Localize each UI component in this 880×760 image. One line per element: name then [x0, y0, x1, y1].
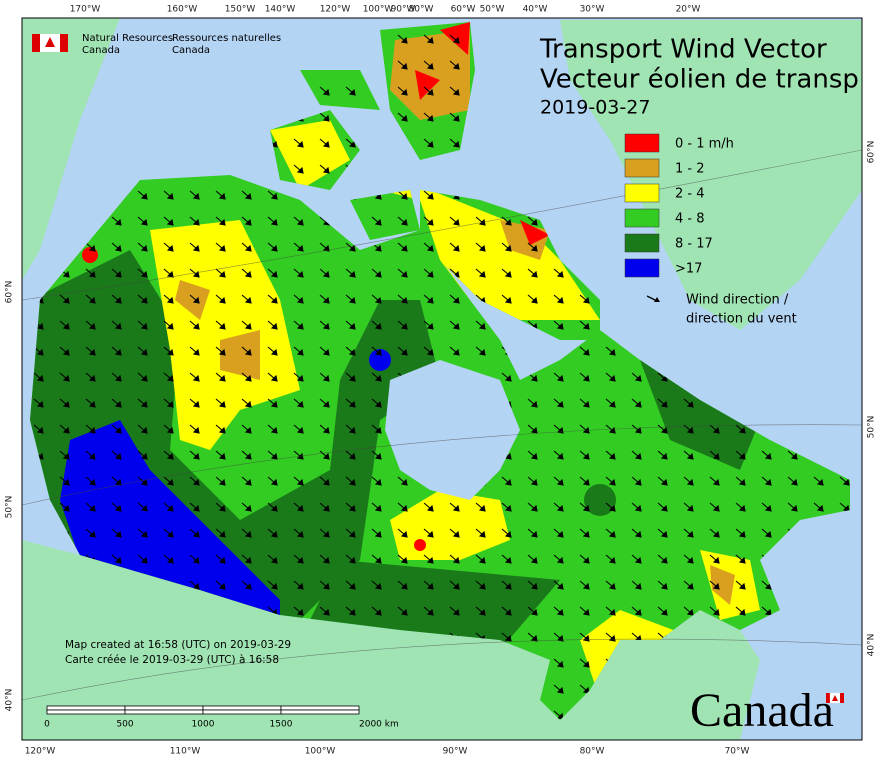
lat-label: 60°N: [867, 141, 877, 164]
lon-label: 120°W: [320, 5, 351, 15]
lon-label: 80°W: [409, 5, 434, 15]
lon-label: 100°W: [363, 5, 394, 15]
lon-label: 120°W: [25, 747, 56, 757]
date: 2019-03-27: [540, 97, 650, 119]
map-frame: [21, 17, 863, 741]
lat-label: 60°N: [5, 281, 15, 304]
lon-label: 50°W: [480, 5, 505, 15]
title-clip: Transport Wind Vector Vecteur éolien de …: [539, 35, 859, 95]
legend-swatch: [624, 208, 660, 228]
lon-label: 20°W: [676, 5, 701, 15]
scale-label: 1000: [192, 720, 215, 730]
title: Transport Wind Vector: [539, 35, 827, 65]
scale-segment: [202, 705, 282, 711]
scale-segment: [46, 709, 126, 715]
greenland: [560, 20, 862, 330]
legend-wind: direction du vent: [686, 312, 797, 327]
legend-label: 1 - 2: [675, 162, 705, 177]
hudson-bay: [385, 360, 520, 500]
legend-swatch: [624, 133, 660, 153]
legend-label: 8 - 17: [675, 237, 713, 252]
lon-label: 160°W: [167, 5, 198, 15]
wordmark-flag: [826, 692, 844, 704]
lon-label: 30°W: [580, 5, 605, 15]
scale-segment: [46, 705, 126, 711]
legend-label: 0 - 1 m/h: [675, 137, 734, 152]
scale-bar: 0 500 1000 1500 2000 km: [44, 705, 399, 730]
legend-swatch: [624, 158, 660, 178]
scale-label: 500: [116, 720, 133, 730]
flag-leaf: [45, 37, 55, 47]
scale-segment: [280, 705, 360, 711]
title: Vecteur éolien de transp: [540, 65, 859, 95]
scale-segment: [124, 705, 204, 711]
lon-label: 40°W: [523, 5, 548, 15]
scale-segment: [202, 709, 282, 715]
lon-label: 170°W: [70, 5, 101, 15]
scale-label: 0: [44, 720, 50, 730]
lat-label: 50°N: [867, 416, 877, 439]
lon-label: 80°W: [580, 747, 605, 757]
lat-label: 40°N: [867, 634, 877, 657]
scale-label: 2000 km: [359, 720, 399, 730]
legend-label: 2 - 4: [675, 187, 705, 202]
org-en: Canada: [82, 45, 120, 56]
lon-label: 70°W: [725, 747, 750, 757]
scale-segment: [124, 709, 204, 715]
flag-bar: [32, 34, 40, 52]
lon-label: 150°W: [225, 5, 256, 15]
lon-label: 110°W: [170, 747, 201, 757]
alaska-land: [22, 18, 120, 280]
lon-label: 90°W: [443, 747, 468, 757]
footer: Map created at 16:58 (UTC) on 2019-03-29: [65, 639, 291, 651]
legend-label: 4 - 8: [675, 212, 705, 227]
lat-label: 50°N: [5, 496, 15, 519]
footer: Carte créée le 2019-03-29 (UTC) à 16:58: [65, 654, 279, 666]
legend-wind: Wind direction /: [686, 293, 789, 308]
org-en: Natural Resources: [82, 33, 173, 44]
org-fr: Canada: [172, 45, 210, 56]
legend-label: >17: [675, 262, 702, 277]
org-fr: Ressources naturelles: [172, 33, 281, 44]
map-body: [22, 18, 862, 740]
graticule-labels: 170°W 160°W 150°W 140°W 120°W 100°W90°W80°W 60…: [5, 5, 877, 757]
legend-swatch: [624, 258, 660, 278]
legend-swatch: [624, 183, 660, 203]
lon-label: 100°W: [305, 747, 336, 757]
usa-land: [22, 540, 760, 740]
wordmark: Canada: [690, 684, 834, 737]
nrcan-signature: Natural Resources Canada Ressources natu…: [32, 33, 281, 56]
legend-swatch: [624, 233, 660, 253]
lon-label: 140°W: [265, 5, 296, 15]
graticule-lines: [22, 149, 862, 701]
flag-bar: [60, 34, 68, 52]
lon-label: 90°W: [391, 5, 416, 15]
scale-label: 1500: [270, 720, 293, 730]
lon-label: 60°W: [451, 5, 476, 15]
legend-arrow-head: [654, 297, 660, 302]
scale-segment: [280, 709, 360, 715]
lat-label: 40°N: [5, 689, 15, 712]
legend: 0 - 1 m/h 1 - 2 2 - 4 4 - 8 8 - 17 >17 Wind di…: [624, 133, 797, 327]
